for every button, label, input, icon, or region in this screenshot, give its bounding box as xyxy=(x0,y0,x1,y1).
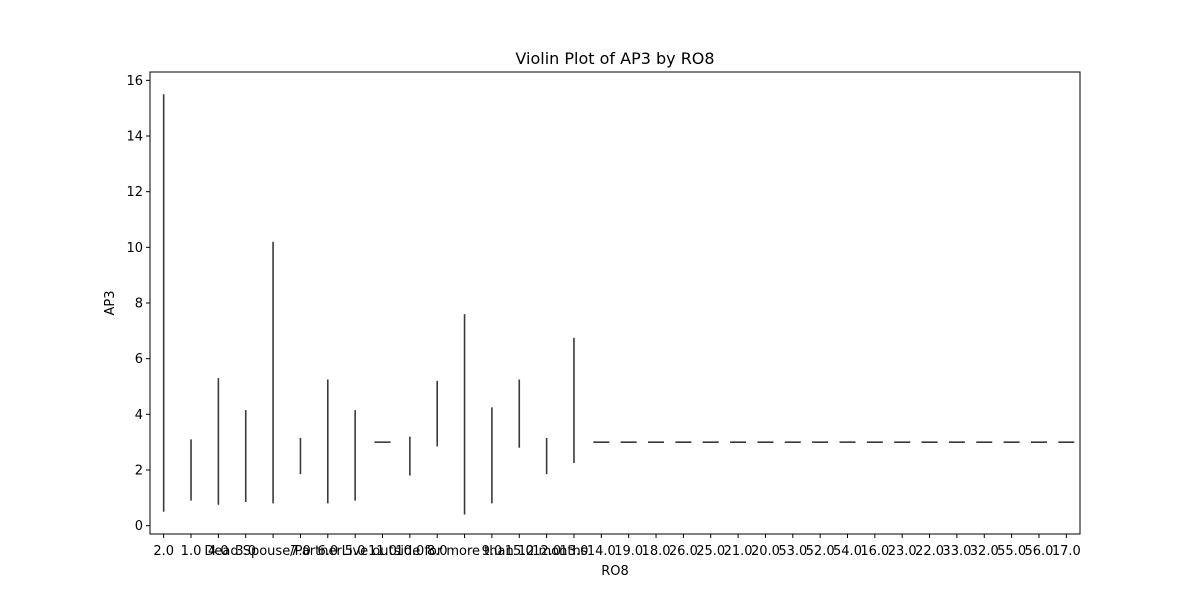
x-tick-label: 14.0 xyxy=(587,544,616,559)
violin-marks xyxy=(162,94,1075,515)
x-tick-label: 56.0 xyxy=(1024,544,1053,559)
y-tick-label: 6 xyxy=(135,352,143,367)
x-tick-label: 21.0 xyxy=(724,544,753,559)
y-tick-label: 16 xyxy=(126,74,143,89)
y-tick-label: 2 xyxy=(135,463,143,478)
y-tick-label: 0 xyxy=(135,519,143,534)
x-tick-label: 1.0 xyxy=(181,544,202,559)
x-tick-label: 18.0 xyxy=(642,544,671,559)
x-tick-label: 33.0 xyxy=(942,544,971,559)
x-tick-label: 9.0 xyxy=(482,544,503,559)
x-tick-label: 25.0 xyxy=(696,544,725,559)
x-tick-label: 2.0 xyxy=(153,544,174,559)
x-tick-label: 6.0 xyxy=(317,544,338,559)
x-tick-label: 7.0 xyxy=(290,544,311,559)
x-tick-label: 52.0 xyxy=(806,544,835,559)
x-tick-label: 26.0 xyxy=(669,544,698,559)
y-tick-label: 10 xyxy=(126,241,143,256)
x-tick-label: 55.0 xyxy=(997,544,1026,559)
x-tick-label: 20.0 xyxy=(751,544,780,559)
y-tick-label: 14 xyxy=(126,130,143,145)
x-tick-label: 19.0 xyxy=(614,544,643,559)
axes-frame xyxy=(149,71,1081,535)
x-tick-label: 17.0 xyxy=(1052,544,1081,559)
x-tick-label: Dead Spouse/Partner xyxy=(204,544,342,559)
y-axis: 0 2 4 6 8 10 12 14 16 xyxy=(126,74,150,534)
x-tick-label: 23.0 xyxy=(888,544,917,559)
x-tick-label: 32.0 xyxy=(970,544,999,559)
x-tick-label: 12.0 xyxy=(532,544,561,559)
x-tick-label: 16.0 xyxy=(860,544,889,559)
x-tick-label: 54.0 xyxy=(833,544,862,559)
x-axis-label: RO8 xyxy=(601,564,629,579)
y-tick-label: 8 xyxy=(135,297,143,312)
x-tick-label: 5.0 xyxy=(345,544,366,559)
y-tick-label: 4 xyxy=(135,408,143,423)
x-tick-label: 11.0 xyxy=(368,544,397,559)
x-tick-label: Live outside for more than 12 months xyxy=(342,544,588,559)
x-tick-label: 4.0 xyxy=(208,544,229,559)
chart-title: Violin Plot of AP3 by RO8 xyxy=(515,49,714,68)
x-tick-label: 15.0 xyxy=(505,544,534,559)
x-tick-label: 13.0 xyxy=(559,544,588,559)
y-axis-label: AP3 xyxy=(103,290,118,315)
x-tick-label: 22.0 xyxy=(915,544,944,559)
y-tick-label: 12 xyxy=(126,185,143,200)
x-tick-label: 8.0 xyxy=(427,544,448,559)
x-tick-label: 3.0 xyxy=(235,544,256,559)
x-tick-label: 10.0 xyxy=(395,544,424,559)
x-tick-label: 53.0 xyxy=(778,544,807,559)
